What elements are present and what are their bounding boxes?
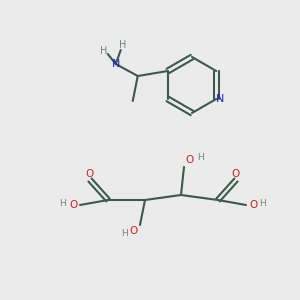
Text: H: H (100, 46, 107, 56)
Text: O: O (86, 169, 94, 179)
Text: H: H (196, 152, 203, 161)
Text: O: O (249, 200, 257, 210)
Text: O: O (69, 200, 77, 210)
Text: O: O (232, 169, 240, 179)
Text: O: O (186, 155, 194, 165)
Text: H: H (119, 40, 126, 50)
Text: N: N (216, 94, 224, 104)
Text: O: O (130, 226, 138, 236)
Text: H: H (260, 199, 266, 208)
Text: H: H (121, 229, 128, 238)
Text: H: H (60, 199, 66, 208)
Text: N: N (112, 59, 120, 69)
